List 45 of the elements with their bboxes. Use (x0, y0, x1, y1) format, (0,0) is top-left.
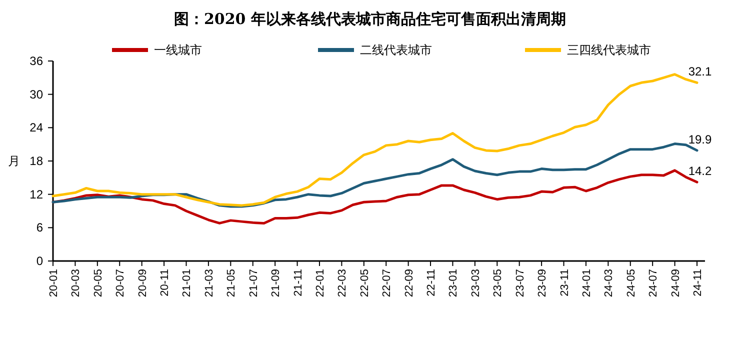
x-tick-label: 23-01 (448, 269, 460, 298)
y-tick-label: 30 (30, 87, 44, 102)
legend-label: 三四线代表城市 (567, 43, 651, 57)
x-tick-label: 22-07 (381, 269, 394, 298)
x-tick-label: 23-09 (536, 269, 549, 298)
x-tick-label: 21-05 (226, 269, 238, 298)
x-tick-label: 20-03 (70, 269, 82, 298)
y-tick-label: 6 (36, 220, 44, 235)
y-tick-label: 0 (36, 254, 44, 268)
x-tick-label: 23-05 (492, 269, 504, 298)
x-tick-label: 20-07 (114, 269, 127, 298)
data-label: 19.9 (688, 132, 712, 146)
x-tick-label: 22-11 (426, 269, 438, 296)
x-tick-label: 24-01 (580, 269, 593, 298)
x-tick-label: 22-09 (403, 269, 416, 298)
chart-title: 图：2020 年以来各线代表城市商品住宅可售面积出清周期 (174, 10, 566, 28)
legend-label: 二线代表城市 (360, 43, 432, 57)
x-tick-label: 21-01 (181, 269, 194, 298)
data-label: 32.1 (688, 64, 712, 79)
x-tick-label: 22-01 (314, 269, 326, 298)
y-tick-label: 12 (30, 187, 44, 202)
y-tick-label: 18 (30, 154, 44, 168)
x-tick-label: 23-11 (558, 269, 571, 296)
x-tick-label: 23-07 (514, 269, 526, 298)
x-tick-label: 24-09 (670, 269, 682, 298)
legend-label: 一线城市 (154, 43, 202, 57)
y-tick-label: 36 (30, 54, 44, 68)
x-tick-label: 24-05 (625, 269, 638, 298)
x-tick-label: 22-03 (336, 269, 349, 298)
data-label: 14.2 (688, 164, 712, 178)
x-tick-label: 21-07 (248, 269, 260, 298)
x-tick-label: 20-05 (92, 269, 104, 298)
x-tick-label: 21-09 (270, 269, 282, 298)
x-tick-label: 22-05 (358, 269, 371, 298)
x-tick-label: 24-07 (648, 269, 660, 298)
x-tick-label: 20-01 (48, 269, 60, 298)
y-tick-label: 24 (30, 120, 44, 135)
x-tick-label: 23-03 (470, 269, 482, 298)
x-tick-label: 20-09 (136, 269, 149, 298)
x-tick-label: 24-03 (603, 269, 616, 298)
x-tick-label: 21-03 (203, 269, 216, 298)
x-tick-label: 20-11 (159, 269, 172, 296)
x-tick-label: 21-11 (292, 269, 304, 296)
y-axis-title: 月 (8, 154, 20, 168)
x-tick-label: 24-11 (692, 269, 704, 296)
